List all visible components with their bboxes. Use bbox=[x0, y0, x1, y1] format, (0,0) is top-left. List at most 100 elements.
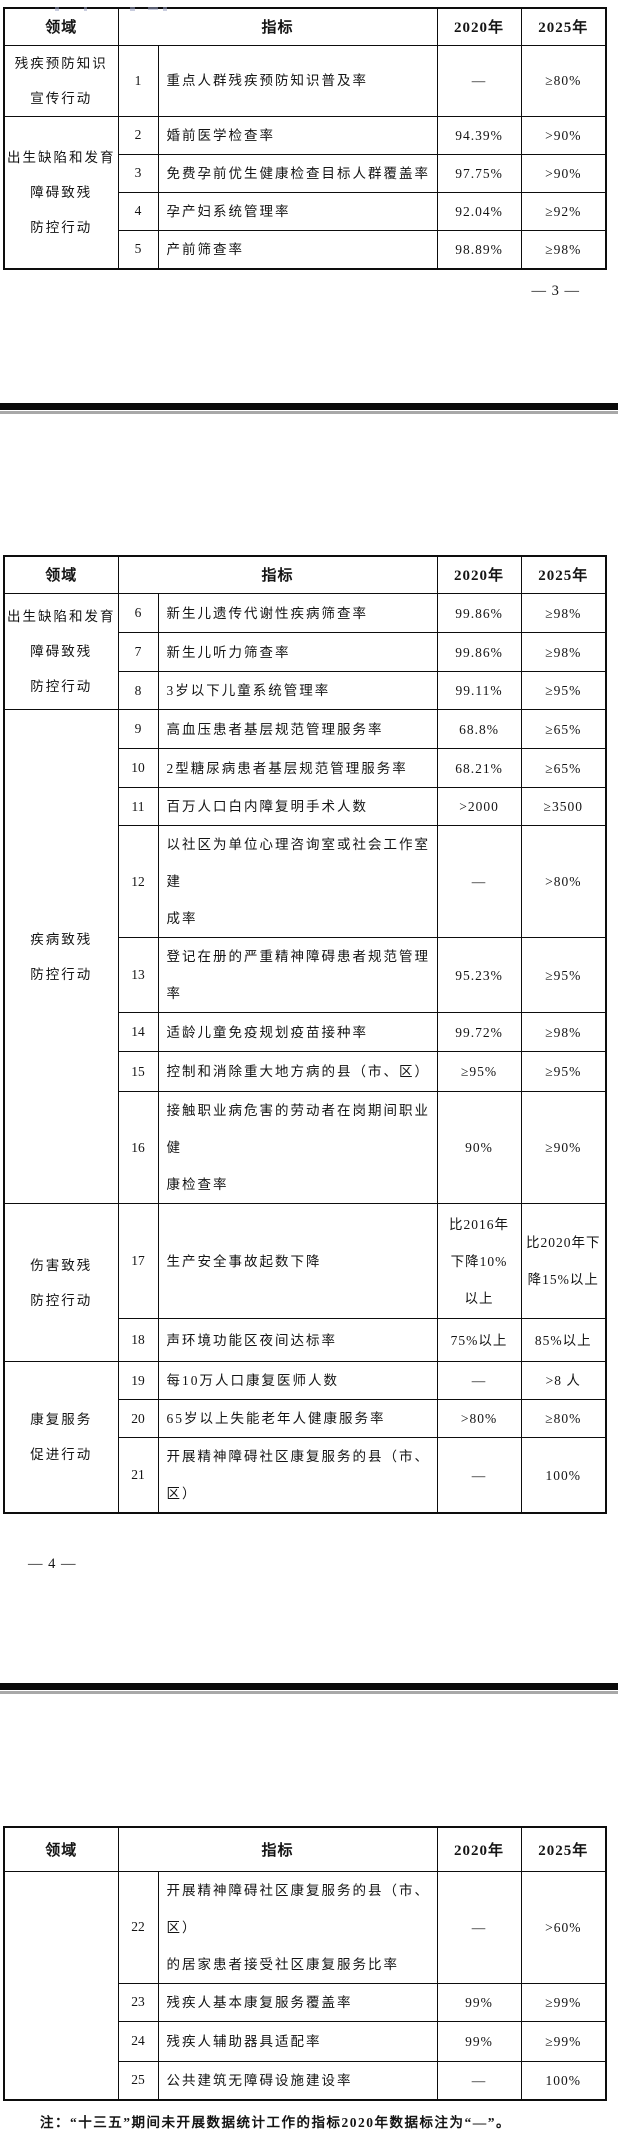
col-header-2025: 2025年 bbox=[520, 555, 607, 594]
table-row: 3 免费孕前优生健康检查目标人群覆盖率 97.75% >90% bbox=[4, 153, 607, 193]
table-row: 4 孕产妇系统管理率 92.04% ≥92% bbox=[4, 191, 607, 231]
indicator-cell: 控制和消除重大地方病的县（市、区） bbox=[157, 1051, 438, 1092]
domain-cell: 伤害致残 防控行动 bbox=[3, 1203, 119, 1362]
table-header-row: 领域 指标 2020年 2025年 bbox=[3, 555, 607, 594]
page-separator bbox=[0, 1683, 618, 1694]
indicator-cell: 以社区为单位心理咨询室或社会工作室建 成率 bbox=[157, 825, 438, 938]
value-2025-cell: ≥92% bbox=[520, 191, 607, 231]
value-2020-cell: 99.86% bbox=[436, 593, 522, 633]
row-number-cell: 9 bbox=[117, 709, 159, 749]
value-2025-cell: >60% bbox=[520, 1870, 607, 1984]
value-2020-cell: 比2016年 下降10% 以上 bbox=[436, 1203, 522, 1319]
indicator-cell: 重点人群残疾预防知识普及率 bbox=[157, 44, 438, 117]
indicator-cell: 高血压患者基层规范管理服务率 bbox=[157, 709, 438, 749]
value-2025-cell: ≥98% bbox=[520, 229, 607, 269]
value-2020-cell: — bbox=[436, 1870, 522, 1984]
value-2025-cell: ≥98% bbox=[520, 593, 607, 633]
indicator-cell: 3岁以下儿童系统管理率 bbox=[157, 671, 438, 710]
indicator-table-page-3: 领域 指标 2020年 2025年 残疾预防知识 宣传行动 1 重点人群残疾预防… bbox=[3, 7, 608, 270]
table-row: 20 65岁以上失能老年人健康服务率 >80% ≥80% bbox=[4, 1399, 607, 1438]
value-2025-cell: ≥95% bbox=[520, 1051, 607, 1092]
indicator-cell: 登记在册的严重精神障碍患者规范管理率 bbox=[157, 937, 438, 1013]
domain-cell: 出生缺陷和发育 障碍致残 防控行动 bbox=[3, 593, 119, 710]
table-row: 5 产前筛查率 98.89% ≥98% bbox=[4, 229, 607, 269]
value-2020-cell: 99.72% bbox=[436, 1012, 522, 1052]
value-2020-cell: — bbox=[436, 1437, 522, 1514]
col-header-domain: 领域 bbox=[3, 555, 119, 594]
row-number-cell: 1 bbox=[117, 44, 159, 117]
value-2025-cell: ≥98% bbox=[520, 632, 607, 672]
col-header-2025: 2025年 bbox=[520, 7, 607, 46]
row-number-cell: 19 bbox=[117, 1361, 159, 1400]
value-2020-cell: — bbox=[436, 44, 522, 117]
indicator-cell: 残疾人辅助器具适配率 bbox=[157, 2020, 438, 2062]
row-number-cell: 25 bbox=[117, 2060, 159, 2101]
row-number-cell: 6 bbox=[117, 593, 159, 633]
indicator-cell: 声环境功能区夜间达标率 bbox=[157, 1318, 438, 1362]
indicator-table-page-5: 领域 指标 2020年 2025年 22 开展精神障碍社区康复服务的县（市、区）… bbox=[3, 1826, 608, 2101]
footnote: 注：“十三五”期间未开展数据统计工作的指标2020年数据标注为“—”。 bbox=[40, 2115, 511, 2130]
value-2025-cell: ≥65% bbox=[520, 709, 607, 749]
value-2025-cell: >8 人 bbox=[520, 1361, 607, 1400]
value-2025-cell: ≥99% bbox=[520, 2020, 607, 2062]
value-2020-cell: 95.23% bbox=[436, 937, 522, 1013]
row-number-cell: 3 bbox=[117, 153, 159, 193]
value-2020-cell: 92.04% bbox=[436, 191, 522, 231]
indicator-cell: 开展精神障碍社区康复服务的县（市、区） 的居家患者接受社区康复服务比率 bbox=[157, 1870, 438, 1984]
value-2020-cell: 94.39% bbox=[436, 115, 522, 155]
row-number-cell: 20 bbox=[117, 1399, 159, 1438]
row-number-cell: 2 bbox=[117, 115, 159, 155]
value-2020-cell: 98.89% bbox=[436, 229, 522, 269]
value-2020-cell: — bbox=[436, 825, 522, 938]
value-2020-cell: — bbox=[436, 2060, 522, 2101]
value-2025-cell: ≥90% bbox=[520, 1091, 607, 1204]
value-2020-cell: >2000 bbox=[436, 787, 522, 826]
indicator-cell: 65岁以上失能老年人健康服务率 bbox=[157, 1399, 438, 1438]
value-2020-cell: 68.8% bbox=[436, 709, 522, 749]
row-number-cell: 21 bbox=[117, 1437, 159, 1514]
indicator-cell: 新生儿听力筛查率 bbox=[157, 632, 438, 672]
indicator-table-page-4: 领域 指标 2020年 2025年 出生缺陷和发育 障碍致残 防控行动 6 新生… bbox=[3, 554, 608, 1514]
table-row: 12 以社区为单位心理咨询室或社会工作室建 成率 — >80% bbox=[4, 825, 607, 938]
value-2020-cell: 75%以上 bbox=[436, 1318, 522, 1362]
table-row: 康复服务 促进行动 19 每10万人口康复医师人数 — >8 人 bbox=[3, 1361, 607, 1514]
col-header-domain: 领域 bbox=[3, 1826, 119, 1872]
value-2020-cell: — bbox=[436, 1361, 522, 1400]
row-number-cell: 15 bbox=[117, 1051, 159, 1092]
value-2020-cell: 68.21% bbox=[436, 748, 522, 788]
col-header-indicator: 指标 bbox=[117, 7, 438, 46]
value-2020-cell: 90% bbox=[436, 1091, 522, 1204]
value-2020-cell: 99% bbox=[436, 1982, 522, 2022]
value-2025-cell: ≥3500 bbox=[520, 787, 607, 826]
table-row: 18 声环境功能区夜间达标率 75%以上 85%以上 bbox=[4, 1318, 607, 1362]
table-row: 10 2型糖尿病患者基层规范管理服务率 68.21% ≥65% bbox=[4, 748, 607, 788]
indicator-cell: 开展精神障碍社区康复服务的县（市、区） bbox=[157, 1437, 438, 1514]
value-2025-cell: ≥80% bbox=[520, 1399, 607, 1438]
value-2025-cell: ≥99% bbox=[520, 1982, 607, 2022]
row-number-cell: 13 bbox=[117, 937, 159, 1013]
row-number-cell: 14 bbox=[117, 1012, 159, 1052]
row-number-cell: 16 bbox=[117, 1091, 159, 1204]
col-header-2020: 2020年 bbox=[436, 555, 522, 594]
value-2020-cell: 99.86% bbox=[436, 632, 522, 672]
value-2020-cell: 97.75% bbox=[436, 153, 522, 193]
value-2025-cell: 100% bbox=[520, 2060, 607, 2101]
indicator-cell: 公共建筑无障碍设施建设率 bbox=[157, 2060, 438, 2101]
cropped-text-remnant bbox=[0, 7, 618, 13]
indicator-cell: 产前筛查率 bbox=[157, 229, 438, 269]
value-2020-cell: >80% bbox=[436, 1399, 522, 1438]
row-number-cell: 12 bbox=[117, 825, 159, 938]
indicator-cell: 适龄儿童免疫规划疫苗接种率 bbox=[157, 1012, 438, 1052]
domain-cell: 康复服务 促进行动 bbox=[3, 1361, 119, 1514]
indicator-cell: 接触职业病危害的劳动者在岗期间职业健 康检查率 bbox=[157, 1091, 438, 1204]
value-2025-cell: ≥80% bbox=[520, 44, 607, 117]
table-row: 21 开展精神障碍社区康复服务的县（市、区） — 100% bbox=[4, 1437, 607, 1514]
col-header-domain: 领域 bbox=[3, 7, 119, 46]
table-row: 13 登记在册的严重精神障碍患者规范管理率 95.23% ≥95% bbox=[4, 937, 607, 1013]
table-row: 14 适龄儿童免疫规划疫苗接种率 99.72% ≥98% bbox=[4, 1012, 607, 1052]
indicator-cell: 孕产妇系统管理率 bbox=[157, 191, 438, 231]
row-number-cell: 11 bbox=[117, 787, 159, 826]
row-number-cell: 17 bbox=[117, 1203, 159, 1319]
value-2025-cell: 比2020年下 降15%以上 bbox=[520, 1203, 607, 1319]
table-row: 16 接触职业病危害的劳动者在岗期间职业健 康检查率 90% ≥90% bbox=[4, 1091, 607, 1204]
